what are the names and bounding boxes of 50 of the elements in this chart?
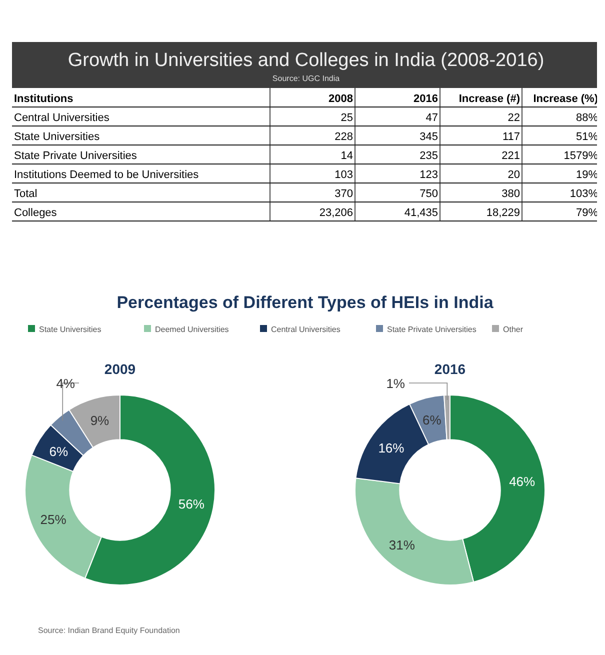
category-label: Total bbox=[14, 188, 38, 200]
text: 228 bbox=[334, 131, 353, 143]
text: 235 bbox=[420, 150, 438, 162]
category-label: State Universities bbox=[14, 131, 100, 143]
text: Institutions bbox=[14, 93, 74, 105]
data-label: 16% bbox=[378, 440, 405, 456]
text: 20 bbox=[508, 169, 520, 181]
category-label: 2016 bbox=[414, 93, 438, 105]
slice-label: 2016 bbox=[434, 361, 466, 377]
text: 103 bbox=[334, 169, 353, 181]
text: 117 bbox=[502, 131, 520, 143]
data-label: 1% bbox=[386, 376, 406, 391]
category-label: Increase (#) bbox=[458, 93, 520, 105]
data-label: 6% bbox=[422, 412, 442, 428]
category-label: Colleges bbox=[14, 207, 57, 219]
text: 750 bbox=[420, 188, 438, 200]
legend-label: State Universities bbox=[39, 325, 102, 334]
text: Growth in Universities and Colleges in India (2008-2016) bbox=[68, 50, 544, 71]
category-label: State Private Universities bbox=[14, 150, 137, 162]
category-label: 2008 bbox=[328, 93, 353, 105]
text: 380 bbox=[502, 188, 520, 200]
legend-label: Other bbox=[503, 325, 524, 334]
text: 41,435 bbox=[404, 207, 438, 219]
text: 25 bbox=[340, 112, 353, 124]
category-label: Increase (%) bbox=[533, 93, 598, 105]
text: 14 bbox=[340, 150, 353, 162]
source-note: Source: Indian Brand Equity Foundation bbox=[38, 626, 180, 635]
data-label: 25% bbox=[40, 512, 67, 527]
text: 22 bbox=[508, 112, 520, 124]
text: 23,206 bbox=[319, 207, 353, 219]
data-label: 9% bbox=[90, 413, 110, 428]
data-label: 6% bbox=[49, 444, 68, 460]
category-label: Central Universities bbox=[14, 112, 110, 124]
data-label: 46% bbox=[509, 474, 536, 489]
text: Source: UGC India bbox=[272, 74, 340, 83]
chart-title: Percentages of Different Types of HEIs in India bbox=[116, 293, 494, 312]
data-label: 4% bbox=[56, 376, 76, 391]
text: 221 bbox=[502, 150, 520, 162]
text: 47 bbox=[426, 112, 438, 124]
legend-label: State Private Universities bbox=[387, 325, 476, 334]
text: 370 bbox=[334, 188, 353, 200]
text: 123 bbox=[420, 169, 438, 181]
legend-label: Deemed Universities bbox=[155, 325, 229, 334]
category-label: Institutions Deemed to be Universities bbox=[14, 169, 199, 181]
text: 345 bbox=[420, 131, 438, 143]
text: 18,229 bbox=[486, 207, 520, 219]
slice-label: 2009 bbox=[104, 361, 136, 377]
data-label: 31% bbox=[388, 538, 416, 553]
legend-label: Central Universities bbox=[271, 325, 340, 334]
data-label: 56% bbox=[178, 496, 205, 512]
